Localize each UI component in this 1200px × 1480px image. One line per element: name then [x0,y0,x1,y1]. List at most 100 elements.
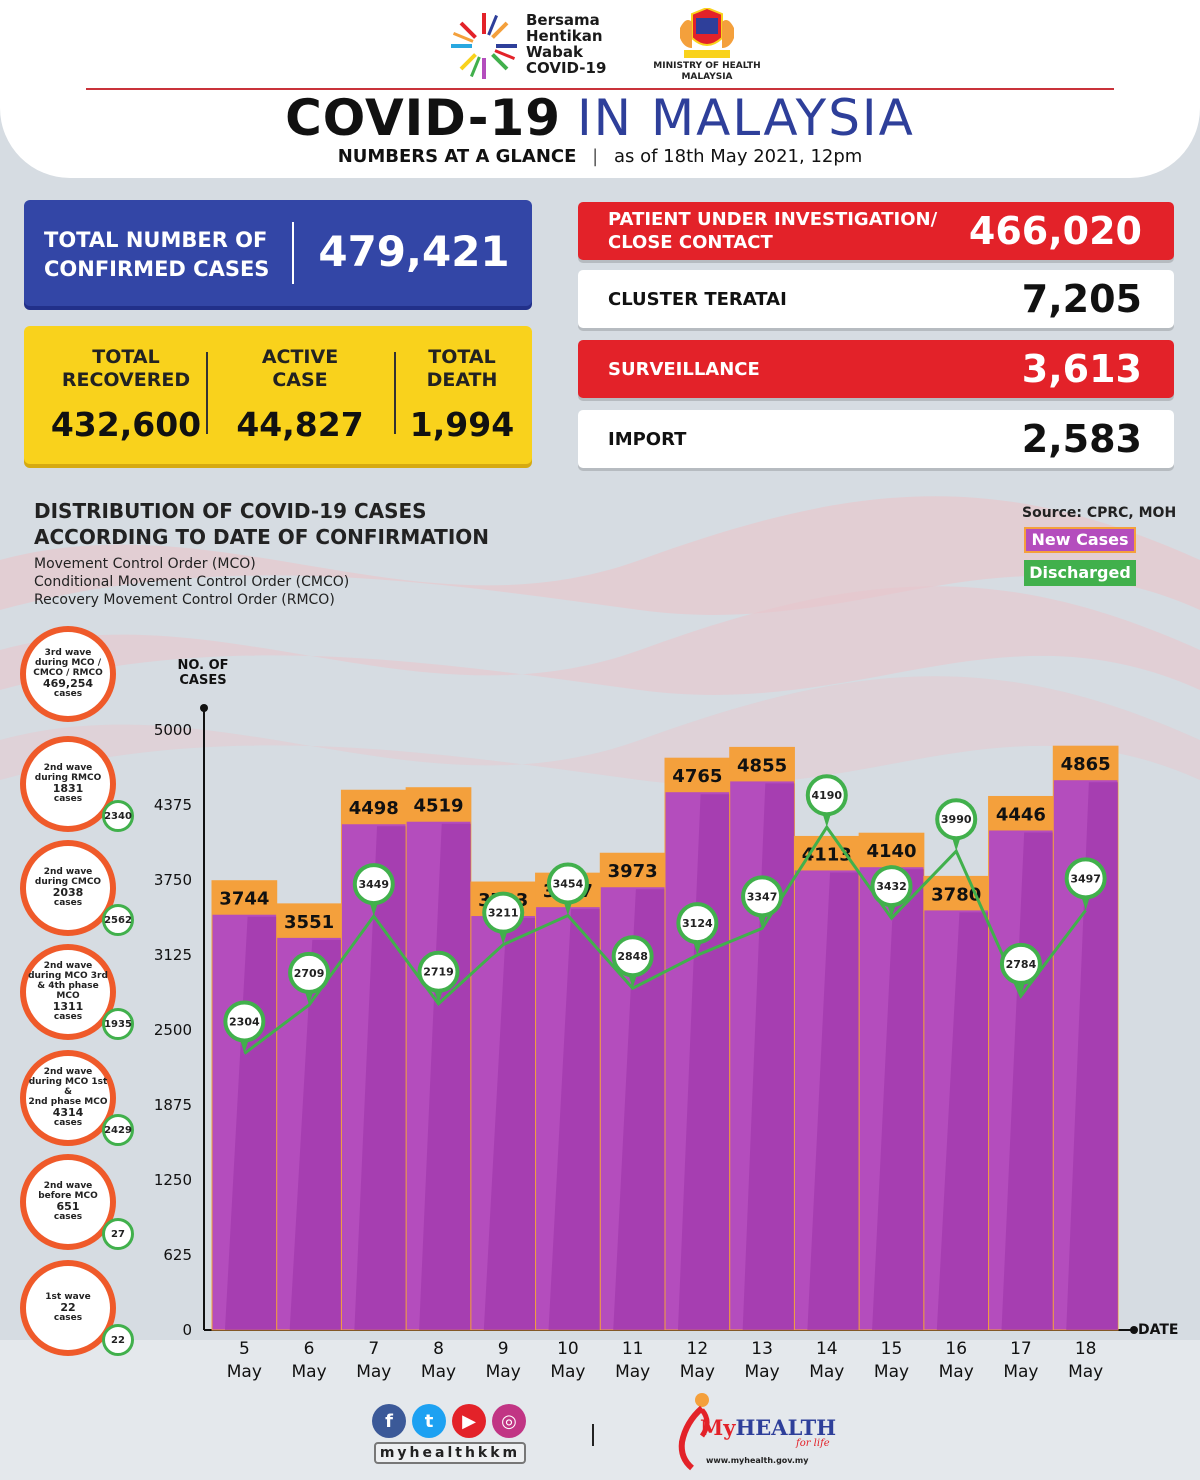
wave-count-4: 4314 [52,1106,84,1119]
confirmed-label-line-1: TOTAL NUMBER OF [44,228,268,252]
y-tick-label-2: 1250 [154,1171,192,1189]
confirmed-cases-card: TOTAL NUMBER OF CONFIRMED CASES 479,421 [24,200,532,306]
discharged-label-10: 3432 [876,880,907,893]
discharged-point-8 [741,875,784,918]
recovered-value: 432,600 [50,405,202,444]
twitter-icon[interactable]: t [412,1404,446,1438]
social-handle: myhealthkkm [374,1442,526,1464]
y-tick-label-1: 625 [163,1246,192,1264]
cluster-value: 7,205 [1021,277,1142,321]
y-axis-end-dot [200,704,208,712]
ministry-line-1: MINISTRY OF HEALTH [653,61,761,71]
x-tick-month-2: May [356,1362,391,1382]
subtitle-date: as of 18th May 2021, 12pm [613,146,863,167]
discharged-point-11 [935,798,978,841]
import-label: IMPORT [608,428,687,450]
x-tick-day-10: 15 [881,1339,903,1359]
cluster-row: CLUSTER TERATAI 7,205 [578,270,1174,328]
x-tick-month-6: May [615,1362,650,1382]
bar-shade-9 [807,872,860,1330]
bar-shade-10 [872,869,924,1330]
bar-label-8: 4855 [737,755,787,776]
bar-label-bg-8 [729,747,795,782]
discharged-point-3 [417,950,460,993]
malaysia-crest-icon [680,8,734,58]
wave-unit-6: cases [53,1313,83,1323]
ministry-label: MINISTRY OF HEALTH MALAYSIA [640,61,774,83]
y-tick-label-3: 1875 [154,1096,192,1114]
discharged-label-2: 3449 [358,878,389,891]
page-title: COVID-19 IN MALAYSIA [0,88,1200,148]
discharged-label-7: 3124 [682,917,713,930]
youtube-icon[interactable]: ▶ [452,1404,486,1438]
bar-label-1: 3551 [284,912,334,933]
legend-new-cases: New Cases [1024,527,1136,553]
chart-title: DISTRIBUTION OF COVID-19 CASES ACCORDING… [34,498,489,550]
confirmed-label-line-2: CONFIRMED CASES [44,257,270,281]
campaign-logo-icon [451,13,517,79]
discharged-label-1: 2709 [294,967,325,980]
y-tick-label-0: 0 [182,1321,192,1339]
pui-label: PATIENT UNDER INVESTIGATION/ CLOSE CONTA… [608,202,937,260]
discharged-label-6: 2848 [617,950,648,963]
x-tick-month-7: May [680,1362,715,1382]
discharged-point-7 [676,902,719,945]
discharged-label-13: 3497 [1070,872,1101,885]
wave-label-3-0: 2nd wave [43,961,93,971]
x-tick-month-9: May [809,1362,844,1382]
chart-title-line-1: DISTRIBUTION OF COVID-19 CASES [34,499,427,523]
wave-circle-6: 1st wave 22 cases [20,1260,116,1356]
bar-shade-2 [354,826,407,1330]
x-tick-month-13: May [1068,1362,1103,1382]
x-tick-day-9: 14 [816,1339,838,1359]
note-cmco: Conditional Movement Control Order (CMCO… [34,574,350,590]
pui-label-line-1: PATIENT UNDER INVESTIGATION/ [608,209,938,230]
confirmed-cases-label: TOTAL NUMBER OF CONFIRMED CASES [44,226,284,284]
discharged-point-1 [288,951,331,994]
bar-shade-4 [483,918,536,1330]
chart-title-line-2: ACCORDING TO DATE OF CONFIRMATION [34,525,489,549]
bar-shade-11 [936,912,989,1330]
recovered-label-line-2: RECOVERED [61,369,191,391]
campaign-logo-text: Bersama Hentikan Wabak COVID-19 [526,12,606,76]
surveillance-label: SURVEILLANCE [608,358,760,380]
discharged-label-9: 4190 [811,789,842,802]
footer-separator [592,1424,594,1446]
wave-discharged-5: 27 [102,1218,134,1250]
campaign-line-1: Bersama [526,11,600,29]
wave-label-0-0: 3rd wave [44,648,92,658]
wave-label-2-1: during CMCO [34,877,102,887]
pui-label-line-2: CLOSE CONTACT [608,232,773,253]
wave-label-3-1: during MCO 3rd [28,971,108,981]
facebook-icon[interactable]: f [372,1404,406,1438]
bar-label-7: 4765 [672,766,722,787]
x-tick-day-5: 10 [557,1339,579,1359]
wave-label-2-0: 2nd wave [43,867,93,877]
note-rmco: Recovery Movement Control Order (RMCO) [34,592,335,608]
header-divider [86,88,1114,90]
wave-label-1-1: during RMCO [34,773,102,783]
chart-notes: Movement Control Order (MCO) Conditional… [34,555,349,609]
wave-count-5: 651 [56,1200,80,1213]
bar-label-11: 3780 [931,884,981,905]
wave-circle-0: 3rd wave during MCO / CMCO / RMCO 469,254 ca… [20,626,116,722]
pui-row: PATIENT UNDER INVESTIGATION/ CLOSE CONTA… [578,202,1174,260]
import-row: IMPORT 2,583 [578,410,1174,468]
brand-health: HEALTH [735,1415,837,1440]
wave-discharged-2: 2562 [102,904,134,936]
subtitle-glance: NUMBERS AT A GLANCE [337,146,577,167]
x-tick-month-0: May [227,1362,262,1382]
surveillance-value: 3,613 [1021,347,1142,391]
discharged-line [243,824,1087,1055]
active-column: ACTIVE CASE 44,827 [220,346,380,450]
wave-label-3-2: & 4th phase MCO [37,981,99,1001]
y-tick-label-4: 2500 [154,1021,192,1039]
x-tick-month-11: May [939,1362,974,1382]
ministry-line-2: MALAYSIA [681,72,733,82]
death-label-line-2: DEATH [426,369,498,391]
instagram-icon[interactable]: ◎ [492,1404,526,1438]
note-mco: Movement Control Order (MCO) [34,556,256,572]
wave-unit-2: cases [53,898,83,908]
wave-circle-1: 2nd wave during RMCO 1831 cases [20,736,116,832]
